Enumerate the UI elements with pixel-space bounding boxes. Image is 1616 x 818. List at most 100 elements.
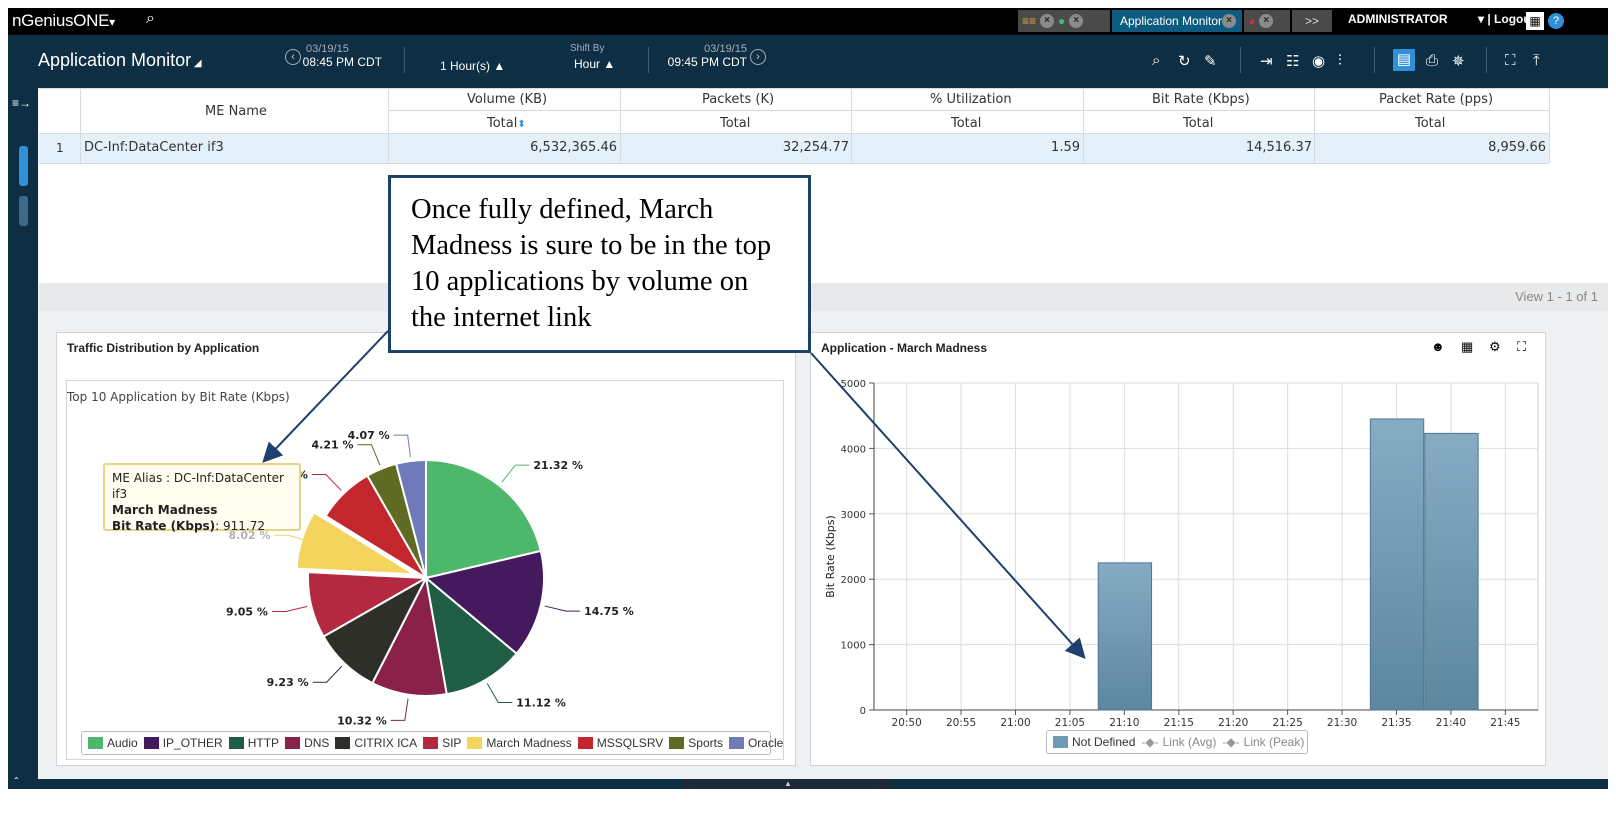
col-packets[interactable]: Packets (K): [702, 92, 775, 107]
rail-scroll[interactable]: [19, 196, 28, 226]
bar[interactable]: [1097, 562, 1153, 711]
user-menu[interactable]: ADMINISTRATOR: [1348, 12, 1448, 26]
legend-item[interactable]: SIP: [423, 736, 461, 750]
search-icon[interactable]: ⌕: [146, 10, 155, 27]
pie-slice[interactable]: [424, 575, 518, 696]
expand-menu-icon[interactable]: ≡→: [12, 96, 32, 110]
sub-packetrate-total[interactable]: Total: [1415, 116, 1446, 131]
search-icon[interactable]: ⌕: [1152, 52, 1161, 69]
previous-time-icon[interactable]: ‹: [285, 49, 301, 65]
close-icon[interactable]: ×: [1040, 14, 1055, 28]
pie-data-label: 11.12 %: [516, 697, 566, 710]
collapse-handle[interactable]: ▲: [683, 779, 893, 789]
x-tick-label: 21:15: [1164, 717, 1194, 729]
pie-label-line: [390, 698, 409, 721]
user-filter-icon[interactable]: ☻: [1431, 339, 1445, 354]
filter-icon[interactable]: ☷: [1286, 53, 1300, 70]
pie-chart[interactable]: 21.32 % 14.75 % 11.12 % 10.32 % 9.23 % 9.05 %…: [8, 8, 1608, 810]
network-icon[interactable]: ✵: [1452, 53, 1465, 70]
pie-label-line: [393, 434, 411, 458]
pie-data-label: 10.32 %: [337, 714, 387, 727]
edit-icon[interactable]: ✎: [1204, 53, 1217, 70]
col-packetrate[interactable]: Packet Rate (pps): [1379, 92, 1494, 107]
col-utilization[interactable]: % Utilization: [930, 92, 1012, 107]
logout-link[interactable]: ▾ | Logout: [1478, 12, 1535, 26]
legend-swatch: [577, 737, 593, 749]
tabs-list-icon[interactable]: ≡≡: [1022, 14, 1037, 28]
start-time[interactable]: 03/19/15 08:45 PM CDT: [300, 43, 382, 69]
legend-item[interactable]: -◆- Link (Peak): [1222, 735, 1305, 749]
legend-label: HTTP: [247, 736, 280, 750]
legend-label: CITRIX ICA: [354, 736, 418, 750]
pie-slice[interactable]: [394, 458, 427, 579]
legend-item[interactable]: Sports: [669, 736, 723, 750]
pie-data-label: 8.02 %: [228, 529, 270, 542]
legend-item[interactable]: Not Defined: [1053, 735, 1135, 749]
help-icon[interactable]: ?: [1548, 13, 1564, 29]
page-title[interactable]: Application Monitor ◢: [38, 50, 202, 70]
tab-application-monitor[interactable]: Application Monitor ×: [1112, 10, 1242, 32]
pie-data-label: 9.05 %: [226, 605, 268, 618]
legend-item[interactable]: IP_OTHER: [143, 736, 223, 750]
row-me-name[interactable]: DC-Inf:DataCenter if3: [84, 140, 224, 155]
legend-swatch: [88, 737, 103, 749]
more-tabs-button[interactable]: >>: [1292, 10, 1332, 32]
settings-sliders-icon[interactable]: ⫶: [1338, 52, 1342, 69]
shift-by-select[interactable]: Hour ▲: [574, 57, 616, 71]
refresh-icon[interactable]: ↻: [1178, 53, 1191, 70]
table-view-icon[interactable]: ▤: [1393, 49, 1415, 71]
legend-item[interactable]: -◆- Link (Avg): [1141, 735, 1217, 749]
sub-packets-total[interactable]: Total: [720, 116, 751, 131]
legend-item[interactable]: DNS: [285, 736, 329, 750]
table-row[interactable]: [39, 133, 1549, 163]
print-icon[interactable]: ⎙: [1426, 52, 1439, 69]
brand-logo[interactable]: nGeniusONE▾: [12, 11, 115, 30]
pie-slice[interactable]: [307, 571, 430, 638]
bar-chart[interactable]: 0 1000 2000 3000 4000 5000 20:50 20:55 21:00 21:0…: [8, 8, 1608, 810]
pie-app-icon[interactable]: ◕: [1248, 14, 1256, 28]
col-bitrate[interactable]: Bit Rate (Kbps): [1152, 92, 1250, 107]
chart-options-icon[interactable]: ⚙: [1489, 339, 1501, 354]
rail-scroll-active[interactable]: [19, 146, 28, 186]
bar[interactable]: [1369, 418, 1425, 711]
legend-item[interactable]: CITRIX ICA: [335, 736, 417, 750]
export-icon[interactable]: ⇥: [1260, 53, 1273, 70]
bar[interactable]: [1424, 432, 1479, 711]
open-tabs-group-2: ◕ ×: [1244, 10, 1290, 32]
legend-item[interactable]: March Madness: [467, 736, 572, 750]
legend-label: IP_OTHER: [162, 736, 223, 750]
legend-label: Audio: [107, 736, 138, 750]
col-me-name[interactable]: ME Name: [205, 104, 267, 119]
y-tick-label: 2000: [841, 575, 866, 586]
end-time[interactable]: 03/19/15 09:45 PM CDT: [663, 43, 747, 69]
upload-icon[interactable]: ⤒: [1533, 52, 1540, 69]
pager: View 1 - 1 of 1: [39, 283, 1608, 311]
x-tick-label: 20:50: [892, 717, 922, 729]
sub-bitrate-total[interactable]: Total: [1183, 116, 1214, 131]
legend-item[interactable]: Oracle: [728, 736, 783, 750]
start-time-label: 08:45 PM CDT: [302, 55, 382, 69]
duration-select[interactable]: 1 Hour(s) ▲: [440, 59, 506, 73]
table-icon[interactable]: ▦: [1461, 339, 1474, 354]
expand-icon[interactable]: ⛶: [1517, 339, 1527, 354]
pie-slice[interactable]: [423, 549, 545, 656]
start-date: 03/19/15: [306, 43, 349, 55]
window-layout-icon[interactable]: ▦: [1526, 12, 1544, 30]
close-icon[interactable]: ×: [1259, 14, 1274, 28]
col-volume[interactable]: Volume (KB): [467, 92, 548, 107]
next-time-icon[interactable]: ›: [750, 49, 766, 65]
legend-item[interactable]: MSSQLSRV: [577, 736, 663, 750]
sub-volume-total[interactable]: Total⬍: [487, 116, 526, 131]
globe-icon[interactable]: ●: [1058, 14, 1066, 28]
legend-item[interactable]: HTTP: [228, 736, 280, 750]
close-icon[interactable]: ×: [1069, 14, 1084, 28]
fullscreen-icon[interactable]: ⛶: [1505, 52, 1516, 69]
legend-item[interactable]: Audio: [88, 736, 138, 750]
view-icon[interactable]: ◉: [1312, 53, 1326, 70]
pie-slice[interactable]: [371, 574, 448, 697]
close-icon[interactable]: ×: [1222, 14, 1236, 28]
sub-util-total[interactable]: Total: [951, 116, 982, 131]
pie-slice[interactable]: [425, 458, 543, 580]
legend-label: Sports: [688, 736, 723, 750]
legend-swatch: [228, 737, 244, 749]
